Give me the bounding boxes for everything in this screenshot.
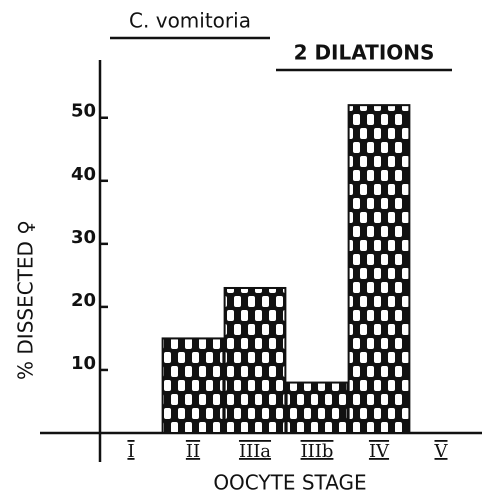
x-tick-label: I: [127, 441, 134, 462]
chart-subtitle: 2 DILATIONS: [294, 41, 435, 65]
y-tick-label: 20: [71, 290, 96, 311]
y-tick-label: 40: [71, 164, 96, 185]
x-axis-label: OOCYTE STAGE: [213, 471, 366, 495]
y-tick-label: 30: [71, 227, 96, 248]
y-tick-label: 50: [71, 101, 96, 122]
bar: [285, 381, 349, 435]
bar: [347, 104, 411, 434]
bar: [223, 286, 287, 435]
y-tick-label: 10: [71, 353, 96, 374]
bar: [161, 337, 225, 435]
x-tick-label: IV: [369, 441, 390, 462]
x-tick-label: V: [434, 441, 449, 462]
x-tick-label: IIIa: [239, 441, 271, 462]
x-tick-label: II: [186, 441, 200, 462]
chart-title: C. vomitoria: [129, 9, 251, 33]
x-tick-label: IIIb: [301, 441, 334, 462]
y-axis-label: % DISSECTED ♀: [14, 220, 38, 380]
